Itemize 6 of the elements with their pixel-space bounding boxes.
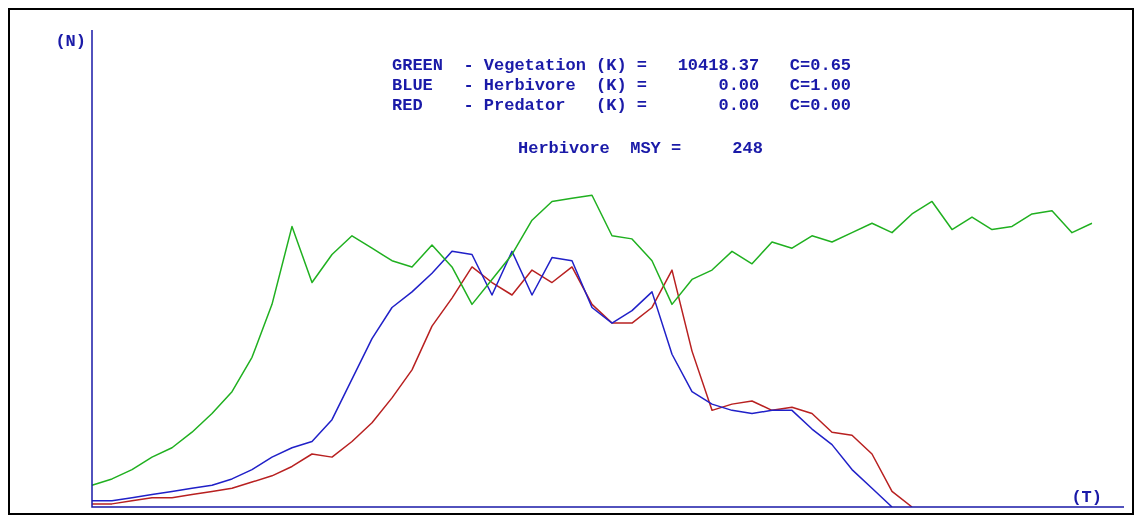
text: Herbivore MSY = 248	[518, 139, 763, 158]
text: RED - Predator (K) = 0.00 C=0.00	[392, 96, 852, 115]
text: GREEN - Vegetation (K) = 10418.37 C=0.65	[392, 56, 852, 75]
text: (N)	[55, 32, 86, 51]
x-axis-title: (T)	[1071, 488, 1102, 507]
text: BLUE - Herbivore (K) = 0.00 C=1.00	[392, 76, 852, 95]
